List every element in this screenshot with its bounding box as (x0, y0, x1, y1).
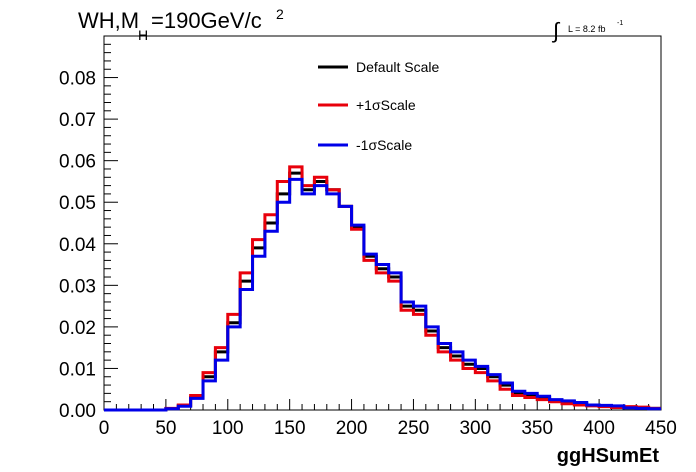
x-tick-label: 250 (398, 418, 430, 439)
x-tick-label: 200 (336, 418, 368, 439)
y-tick-label: 0.06 (59, 152, 96, 173)
y-tick-label: 0.01 (59, 359, 96, 380)
x-tick-label: 450 (645, 418, 677, 439)
chart-title: WH,M H =190GeV/c 2 (78, 6, 284, 43)
series-line-0 (104, 171, 661, 412)
lumi-annotation: ∫ L = 8.2 fb -1 (551, 18, 623, 43)
x-tick-label: 0 (99, 418, 110, 439)
lumi-integral: ∫ (551, 18, 561, 43)
y-tick-label: 0.08 (59, 69, 96, 90)
legend-label-0: Default Scale (356, 59, 439, 75)
x-axis-label: ggHSumEt (557, 445, 660, 467)
plot-frame (103, 35, 662, 411)
legend-label-2: -1σScale (356, 137, 412, 153)
x-axis: 0 50 100 150 200 250 300 350 400 450 (99, 399, 677, 439)
lumi-label: L = 8.2 fb (568, 24, 605, 34)
title-superscript: 2 (276, 6, 284, 22)
title-rest: =190GeV/c (151, 8, 262, 33)
y-tick-label: 0.00 (59, 401, 96, 422)
x-tick-label: 350 (521, 418, 553, 439)
y-tick-label: 0.03 (59, 276, 96, 297)
x-tick-label: 50 (155, 418, 176, 439)
title-main: WH,M (78, 8, 139, 33)
y-tick-label: 0.04 (59, 235, 96, 256)
legend: Default Scale +1σScale -1σScale (318, 59, 439, 153)
series-line-2 (104, 177, 661, 412)
y-tick-label: 0.07 (59, 110, 96, 131)
y-axis: 0.00 0.01 0.02 0.03 0.04 0.05 0.06 0.07 0.08 (59, 35, 118, 422)
title-subscript: H (138, 27, 148, 43)
x-tick-label: 300 (459, 418, 491, 439)
y-tick-label: 0.05 (59, 193, 96, 214)
x-tick-label: 400 (583, 418, 615, 439)
x-tick-label: 150 (274, 418, 306, 439)
lumi-exponent: -1 (617, 20, 623, 27)
legend-label-1: +1σScale (356, 97, 416, 113)
series-line-1 (104, 165, 661, 412)
y-tick-label: 0.02 (59, 318, 96, 339)
series-layer (104, 165, 661, 412)
x-tick-label: 100 (212, 418, 244, 439)
